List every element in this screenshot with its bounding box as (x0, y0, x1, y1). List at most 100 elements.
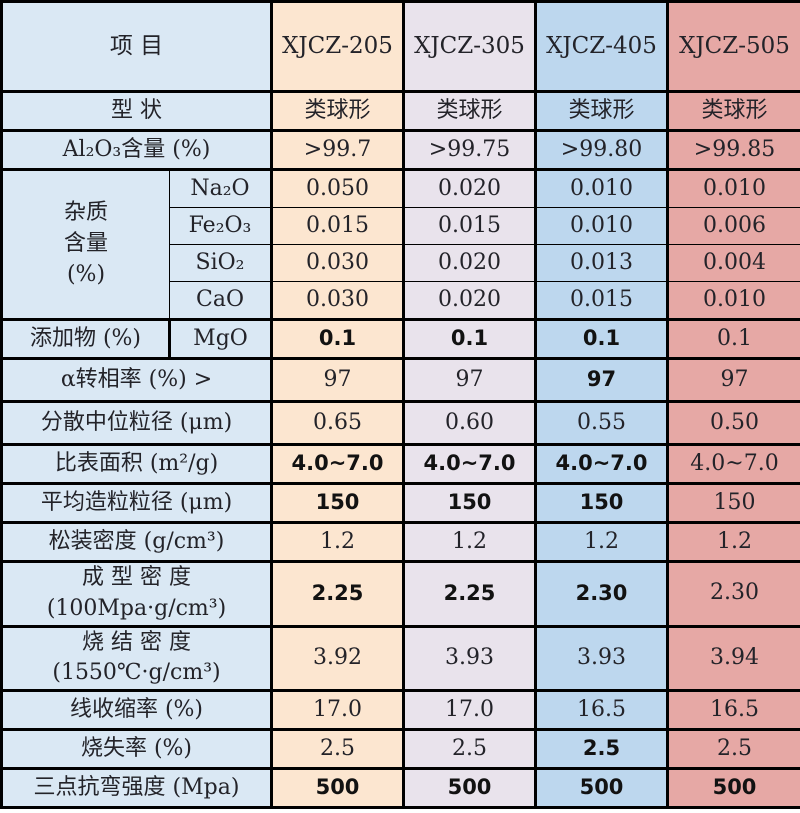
mgo-xjcz305: 0.1 (402, 318, 537, 360)
bending-xjcz505: 500 (666, 767, 800, 810)
granule-size-row: 平均造粒粒径 (μm) 150 150 150 150 (0, 482, 800, 524)
fe2o3-xjcz505: 0.006 (666, 207, 800, 245)
bulk-xjcz205: 1.2 (270, 521, 405, 563)
product-header-xjcz205: XJCZ-205 (270, 0, 405, 93)
bending-strength-row: 三点抗弯强度 (Mpa) 500 500 500 500 (0, 767, 800, 810)
sio2-xjcz505: 0.004 (666, 244, 800, 282)
surface-xjcz505: 4.0~7.0 (666, 443, 800, 485)
header-row: 项 目 XJCZ-205 XJCZ-305 XJCZ-405 XJCZ-505 (0, 0, 800, 93)
shape-row: 型 状 类球形 类球形 类球形 类球形 (0, 90, 800, 132)
bulk-xjcz305: 1.2 (402, 521, 537, 563)
sintered-density-row: 烧 结 密 度 (1550℃·g/cm³) 3.92 3.93 3.93 3.9… (0, 624, 800, 693)
shrinkage-xjcz305: 17.0 (402, 689, 537, 732)
molding-xjcz405: 2.30 (534, 560, 669, 628)
sintered-density-label: 烧 结 密 度 (1550℃·g/cm³) (0, 624, 273, 693)
product-header-xjcz305: XJCZ-305 (402, 0, 537, 93)
impurity-name-cao: CaO (169, 281, 273, 321)
shrinkage-label: 线收缩率 (%) (0, 689, 273, 732)
alpha-xjcz205: 97 (270, 357, 405, 403)
loss-xjcz405: 2.5 (534, 728, 669, 771)
molding-xjcz505: 2.30 (666, 560, 800, 628)
shape-xjcz305: 类球形 (402, 90, 537, 132)
na2o-xjcz405: 0.010 (534, 168, 669, 208)
molding-density-label: 成 型 密 度 (100Mpa·g/cm³) (0, 560, 273, 628)
molding-xjcz305: 2.25 (402, 560, 537, 628)
shape-xjcz205: 类球形 (270, 90, 405, 132)
shrinkage-xjcz205: 17.0 (270, 689, 405, 732)
surface-area-label: 比表面积 (m²/g) (0, 443, 273, 485)
ignition-loss-label: 烧失率 (%) (0, 728, 273, 771)
dispersion-xjcz205: 0.65 (270, 400, 405, 446)
cao-xjcz505: 0.010 (666, 281, 800, 321)
impurity-name-fe2o3: Fe₂O₃ (169, 207, 273, 245)
loss-xjcz205: 2.5 (270, 728, 405, 771)
molding-xjcz205: 2.25 (270, 560, 405, 628)
shape-label: 型 状 (0, 90, 273, 132)
fe2o3-xjcz405: 0.010 (534, 207, 669, 245)
shrinkage-xjcz405: 16.5 (534, 689, 669, 732)
al2o3-xjcz305: >99.75 (402, 129, 537, 171)
shape-xjcz505: 类球形 (666, 90, 800, 132)
na2o-xjcz205: 0.050 (270, 168, 405, 208)
dispersion-xjcz305: 0.60 (402, 400, 537, 446)
granule-size-label: 平均造粒粒径 (μm) (0, 482, 273, 524)
impurity-row-cao: CaO 0.030 0.020 0.015 0.010 (2, 281, 800, 321)
product-header-xjcz405: XJCZ-405 (534, 0, 669, 93)
ignition-loss-row: 烧失率 (%) 2.5 2.5 2.5 2.5 (0, 728, 800, 771)
sintered-xjcz205: 3.92 (270, 624, 405, 693)
granule-xjcz505: 150 (666, 482, 800, 524)
na2o-xjcz305: 0.020 (402, 168, 537, 208)
sio2-xjcz405: 0.013 (534, 244, 669, 282)
surface-area-row: 比表面积 (m²/g) 4.0~7.0 4.0~7.0 4.0~7.0 4.0~… (0, 443, 800, 485)
impurity-row-sio2: SiO₂ 0.030 0.020 0.013 0.004 (2, 244, 800, 282)
surface-xjcz205: 4.0~7.0 (270, 443, 405, 485)
surface-xjcz405: 4.0~7.0 (534, 443, 669, 485)
dispersion-label: 分散中位粒径 (μm) (0, 400, 273, 446)
cao-xjcz205: 0.030 (270, 281, 405, 321)
fe2o3-xjcz305: 0.015 (402, 207, 537, 245)
mgo-xjcz505: 0.1 (666, 318, 800, 360)
item-header-cell: 项 目 (0, 0, 273, 93)
mgo-xjcz205: 0.1 (270, 318, 405, 360)
cao-xjcz305: 0.020 (402, 281, 537, 321)
impurity-name-sio2: SiO₂ (169, 244, 273, 282)
bulk-density-row: 松装密度 (g/cm³) 1.2 1.2 1.2 1.2 (0, 521, 800, 563)
na2o-xjcz505: 0.010 (666, 168, 800, 208)
dispersion-row: 分散中位粒径 (μm) 0.65 0.60 0.55 0.50 (0, 400, 800, 446)
shrinkage-xjcz505: 16.5 (666, 689, 800, 732)
sio2-xjcz205: 0.030 (270, 244, 405, 282)
mgo-xjcz405: 0.1 (534, 318, 669, 360)
granule-xjcz205: 150 (270, 482, 405, 524)
impurity-group-label: 杂质 含量 (%) (0, 168, 170, 320)
dispersion-xjcz405: 0.55 (534, 400, 669, 446)
alpha-xjcz405: 97 (534, 357, 669, 403)
bending-xjcz205: 500 (270, 767, 405, 810)
alpha-xjcz505: 97 (666, 357, 800, 403)
alpha-label: α转相率 (%) > (0, 357, 273, 403)
shape-xjcz405: 类球形 (534, 90, 669, 132)
impurity-name-na2o: Na₂O (169, 168, 273, 208)
sintered-xjcz505: 3.94 (666, 624, 800, 693)
granule-xjcz305: 150 (402, 482, 537, 524)
impurity-row-na2o: 杂质 含量 (%) Na₂O 0.050 0.020 0.010 0.010 (0, 168, 800, 320)
surface-xjcz305: 4.0~7.0 (402, 443, 537, 485)
al2o3-xjcz505: >99.85 (666, 129, 800, 171)
loss-xjcz505: 2.5 (666, 728, 800, 771)
bending-strength-label: 三点抗弯强度 (Mpa) (0, 767, 273, 810)
al2o3-label: Al₂O₃含量 (%) (0, 129, 273, 171)
additive-row: 添加物 (%) MgO 0.1 0.1 0.1 0.1 (0, 318, 800, 360)
al2o3-xjcz205: >99.7 (270, 129, 405, 171)
sio2-xjcz305: 0.020 (402, 244, 537, 282)
sintered-xjcz405: 3.93 (534, 624, 669, 693)
dispersion-xjcz505: 0.50 (666, 400, 800, 446)
bulk-xjcz505: 1.2 (666, 521, 800, 563)
molding-density-row: 成 型 密 度 (100Mpa·g/cm³) 2.25 2.25 2.30 2.… (0, 560, 800, 628)
al2o3-xjcz405: >99.80 (534, 129, 669, 171)
additive-name-mgo: MgO (168, 318, 273, 360)
product-header-xjcz505: XJCZ-505 (666, 0, 800, 93)
loss-xjcz305: 2.5 (402, 728, 537, 771)
bulk-density-label: 松装密度 (g/cm³) (0, 521, 273, 563)
cao-xjcz405: 0.015 (534, 281, 669, 321)
sintered-xjcz305: 3.93 (402, 624, 537, 693)
